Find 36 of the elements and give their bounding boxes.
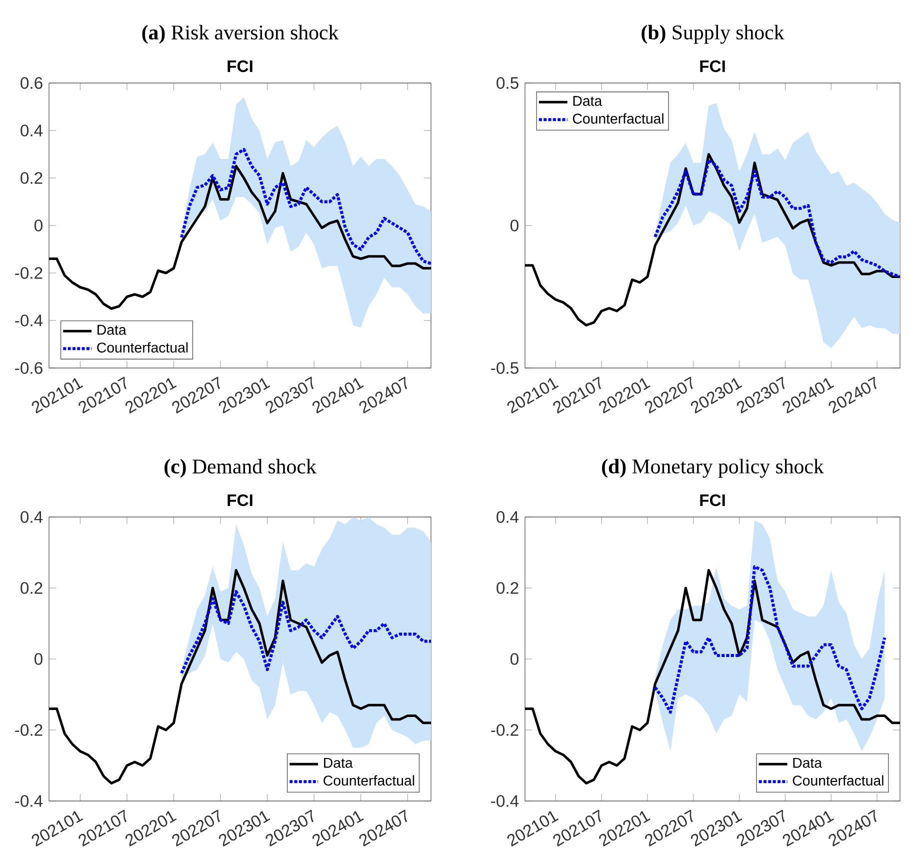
chart-title: (b) Supply shock: [642, 24, 784, 44]
legend-label: Data: [324, 758, 353, 768]
chart-title: (a) Risk aversion shock: [142, 25, 339, 44]
chart-subtitle: FCI: [700, 494, 725, 506]
legend-label: Counterfactual: [792, 775, 884, 786]
y-tick-label: 0: [510, 220, 518, 232]
y-tick-label: 0.2: [20, 172, 42, 184]
chart-title: (d) Monetary policy shock: [602, 459, 824, 478]
legend-label: Data: [573, 96, 602, 106]
y-tick-label: -0.2: [15, 724, 42, 736]
y-tick-label: -0.6: [15, 362, 42, 374]
y-tick-label: 0.2: [20, 582, 42, 594]
y-tick-label: 0.6: [20, 77, 42, 90]
legend-label: Counterfactual: [572, 113, 664, 124]
y-tick-label: 0: [34, 653, 42, 666]
y-tick-label: 0: [510, 653, 518, 666]
chart-subtitle: FCI: [700, 60, 725, 72]
y-tick-label: 0: [34, 220, 42, 232]
y-tick-label: 0.2: [496, 582, 518, 594]
legend-label: Counterfactual: [324, 775, 414, 786]
y-tick-label: 0.4: [20, 124, 43, 137]
y-tick-label: 0.4: [496, 511, 519, 524]
legend-label: Data: [98, 325, 126, 335]
chart-title: (c) Demand shock: [164, 459, 316, 478]
legend-label: Data: [793, 758, 822, 768]
y-tick-label: -0.4: [491, 795, 519, 808]
y-tick-label: -0.5: [491, 362, 518, 374]
y-tick-label: -0.2: [15, 267, 42, 280]
legend-label: Counterfactual: [97, 342, 188, 353]
chart-subtitle: FCI: [228, 494, 252, 506]
y-tick-label: -0.2: [491, 724, 518, 736]
chart-subtitle: FCI: [228, 60, 252, 72]
y-tick-label: -0.4: [15, 795, 43, 808]
y-tick-label: 0.5: [496, 77, 518, 90]
y-tick-label: -0.4: [15, 314, 43, 327]
y-tick-label: 0.4: [20, 511, 43, 524]
